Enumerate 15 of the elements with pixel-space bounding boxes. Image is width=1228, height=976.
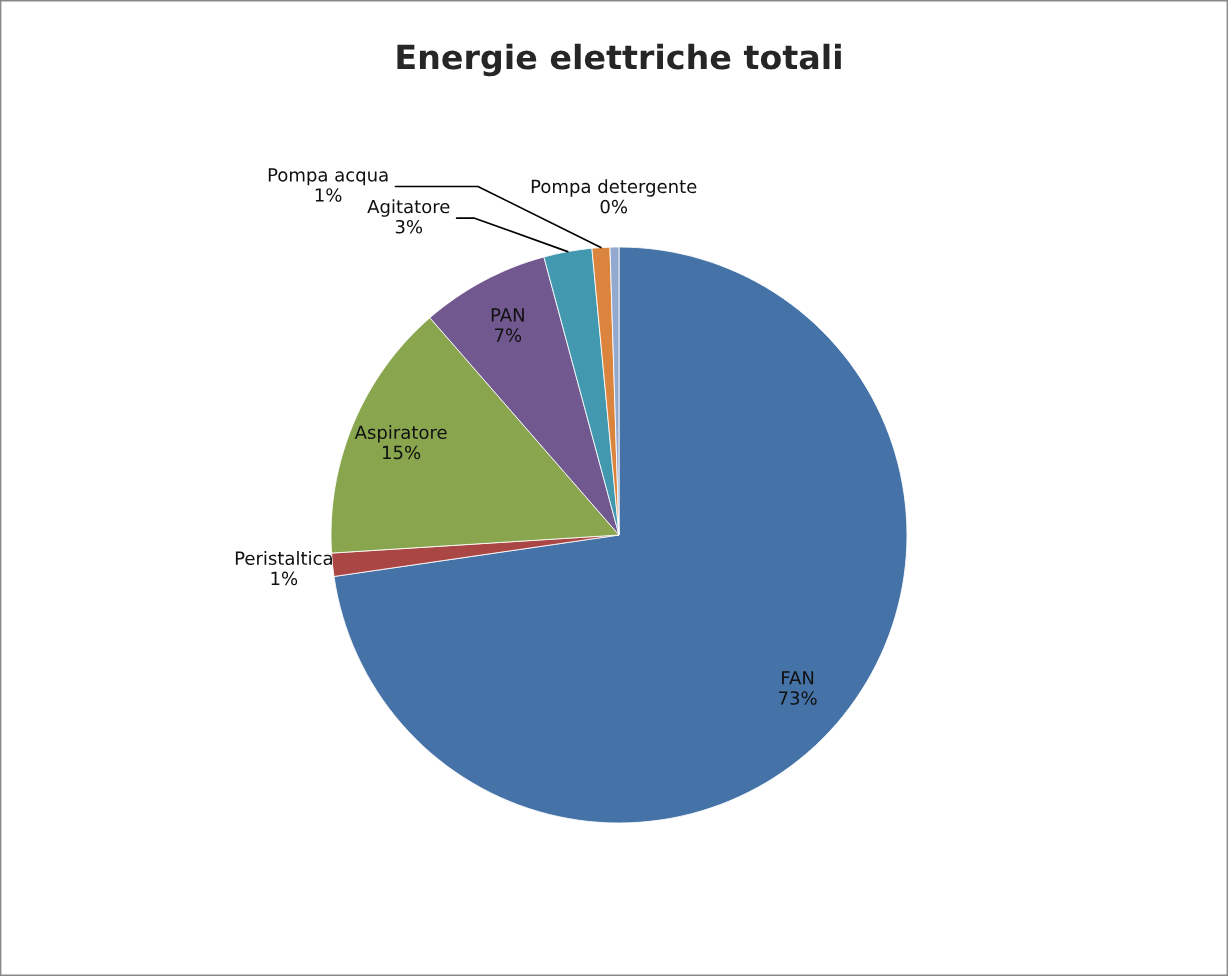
slice-label: Peristaltica [235,551,332,565]
slice-label: FAN [782,671,814,685]
slice-label: Agitatore [367,199,450,217]
data-label: 1% [315,188,342,202]
slice-label: Pompa acqua [268,168,388,186]
data-label: 7% [495,328,522,342]
slice-label: Pompa detergente [531,179,697,197]
data-label: 15% [383,445,421,460]
data-label: 3% [395,219,423,234]
data-label: 0% [600,199,628,214]
slice-label: PAN [491,308,524,322]
chart-title: Energie elettriche totali [397,43,841,77]
data-label: 1% [271,571,298,586]
slice-label: Aspiratore [354,425,447,443]
data-label: 73% [779,691,817,705]
